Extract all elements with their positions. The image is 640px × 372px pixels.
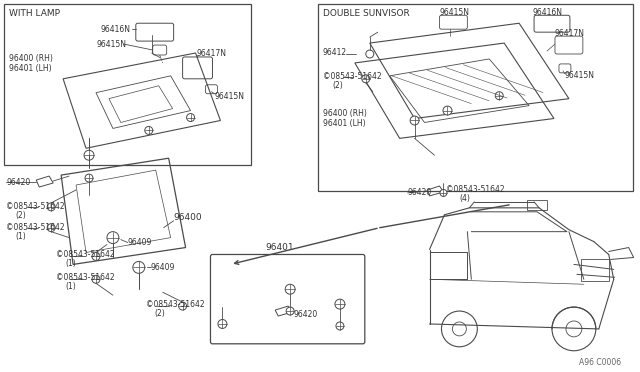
Text: 96415N: 96415N [214, 92, 244, 101]
Text: 96416N: 96416N [532, 8, 562, 17]
Text: 96417N: 96417N [196, 48, 227, 58]
Text: 96400 (RH): 96400 (RH) [10, 54, 53, 64]
Circle shape [92, 253, 100, 260]
Text: A96 C0006: A96 C0006 [579, 358, 621, 367]
Circle shape [107, 232, 119, 244]
Text: ©08543-51642: ©08543-51642 [56, 273, 115, 282]
Text: ©08543-51642: ©08543-51642 [56, 250, 115, 259]
Circle shape [187, 113, 195, 122]
Text: 96401: 96401 [265, 243, 294, 252]
Text: 96400: 96400 [173, 213, 202, 222]
Text: DOUBLE SUNVISOR: DOUBLE SUNVISOR [323, 9, 410, 18]
Text: 96401 (LH): 96401 (LH) [10, 64, 52, 73]
Text: 96420: 96420 [408, 189, 432, 198]
Circle shape [84, 150, 94, 160]
Circle shape [85, 174, 93, 182]
Text: 96415N: 96415N [440, 8, 470, 17]
Text: (1): (1) [15, 232, 26, 241]
Circle shape [47, 224, 55, 232]
Circle shape [495, 92, 503, 100]
Text: 96420: 96420 [293, 310, 317, 318]
Circle shape [285, 284, 295, 294]
Text: ©08543-51642: ©08543-51642 [6, 202, 65, 211]
Circle shape [336, 322, 344, 330]
Text: (2): (2) [332, 81, 342, 90]
Text: (4): (4) [460, 195, 470, 203]
Text: 96412: 96412 [323, 48, 347, 57]
Bar [318, 4, 632, 191]
Text: (1): (1) [65, 259, 76, 268]
Bar [527, 200, 547, 210]
Circle shape [410, 116, 419, 125]
Text: 96401 (LH): 96401 (LH) [323, 119, 365, 128]
Text: ©08543-51642: ©08543-51642 [447, 186, 505, 195]
Text: 96416N: 96416N [101, 25, 131, 34]
Text: 96400 (RH): 96400 (RH) [323, 109, 367, 118]
Text: ©08543-51642: ©08543-51642 [6, 223, 65, 232]
Circle shape [145, 126, 153, 134]
Circle shape [47, 203, 55, 211]
Circle shape [133, 262, 145, 273]
Text: 96417N: 96417N [555, 29, 585, 38]
Circle shape [179, 302, 187, 310]
Text: 96415N: 96415N [565, 71, 595, 80]
Text: ©08543-51642: ©08543-51642 [323, 72, 381, 81]
Circle shape [335, 299, 345, 309]
Bar [4, 4, 252, 165]
Text: 96415N: 96415N [97, 39, 127, 49]
Text: ©08543-51642: ©08543-51642 [146, 299, 204, 309]
Bar [581, 259, 609, 281]
Text: WITH LAMP: WITH LAMP [10, 9, 60, 18]
Text: (1): (1) [65, 282, 76, 291]
Circle shape [362, 75, 370, 83]
Circle shape [92, 275, 100, 283]
Circle shape [286, 307, 294, 315]
Text: (2): (2) [15, 211, 26, 220]
Text: 96409: 96409 [151, 263, 175, 272]
Text: (2): (2) [155, 308, 166, 318]
Circle shape [218, 320, 227, 328]
Text: 96420: 96420 [6, 177, 31, 186]
Circle shape [440, 189, 447, 196]
Text: 96409: 96409 [128, 238, 152, 247]
Circle shape [443, 106, 452, 115]
